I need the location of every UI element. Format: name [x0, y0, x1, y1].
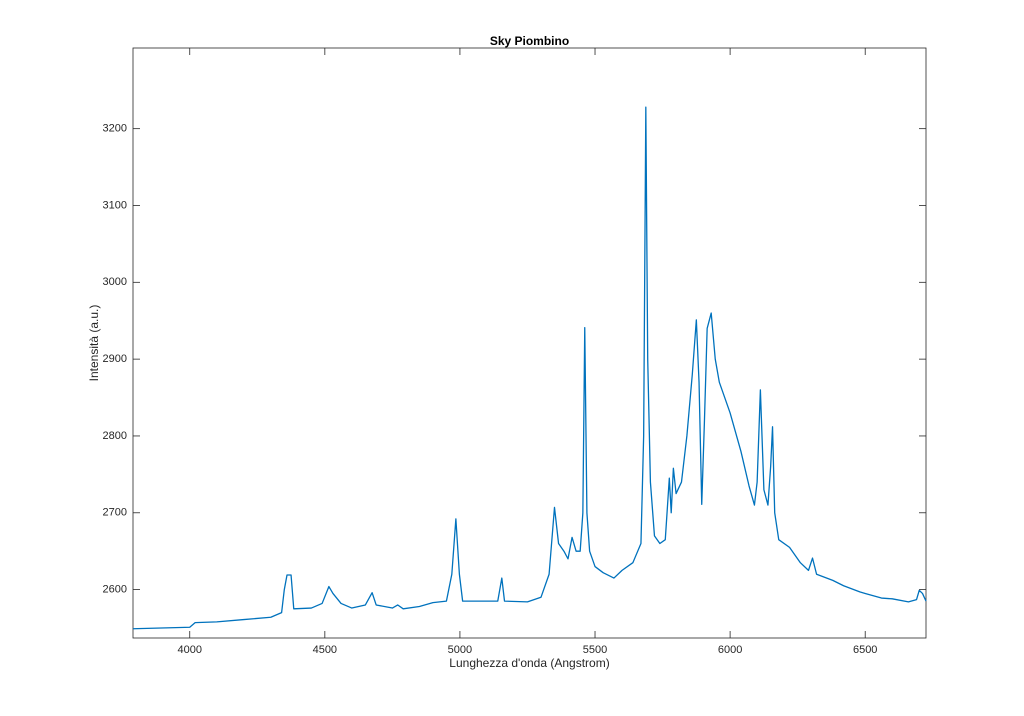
x-tick-label: 6000: [718, 644, 742, 656]
spectrum-line: [132, 106, 927, 630]
chart-title: Sky Piombino: [490, 34, 569, 48]
y-tick-label: 2600: [103, 584, 127, 596]
x-tick-label: 4000: [177, 644, 201, 656]
x-axis-label: Lunghezza d'onda (Angstrom): [449, 656, 609, 670]
y-axis-label: Intensità (a.u.): [87, 305, 101, 382]
x-tick-label: 5000: [448, 644, 472, 656]
y-tick-label: 2700: [103, 507, 127, 519]
y-tick-label: 3100: [103, 199, 127, 211]
x-tick-label: 4500: [313, 644, 337, 656]
y-tick-label: 2900: [103, 353, 127, 365]
x-tick-label: 6500: [853, 644, 877, 656]
y-tick-label: 2800: [103, 430, 127, 442]
y-tick-label: 3200: [103, 123, 127, 135]
y-tick-label: 3000: [103, 276, 127, 288]
plot-box: [132, 47, 927, 639]
x-tick-label: 5500: [583, 644, 607, 656]
